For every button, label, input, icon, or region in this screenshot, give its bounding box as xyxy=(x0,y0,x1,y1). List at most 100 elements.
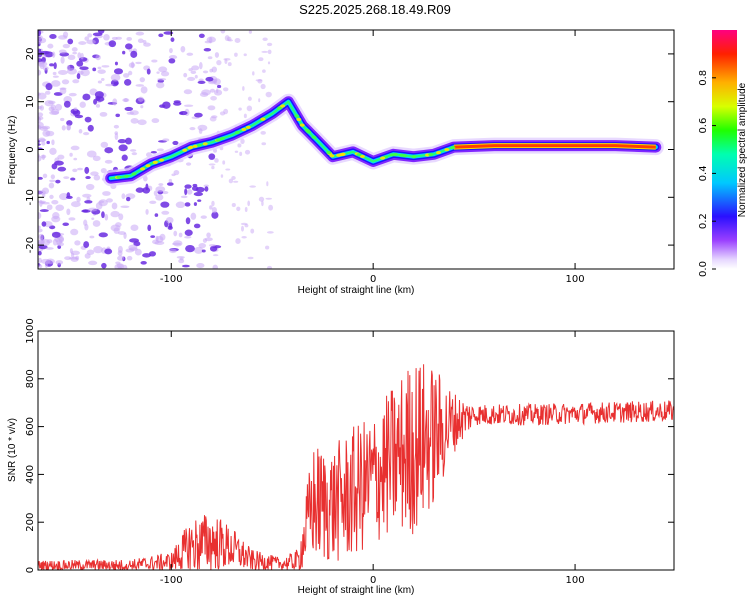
track-band-layer xyxy=(102,93,664,187)
noise-blob xyxy=(97,66,102,70)
noise-blob xyxy=(191,65,200,71)
noise-blob xyxy=(266,181,269,187)
noise-blob xyxy=(216,60,222,66)
noise-blob xyxy=(200,215,207,219)
track-highlight xyxy=(436,150,442,155)
noise-blob xyxy=(51,199,59,205)
noise-blob xyxy=(73,157,78,161)
noise-blob xyxy=(67,54,76,61)
noise-blob xyxy=(202,238,208,243)
noise-blob xyxy=(231,176,236,180)
noise-blob xyxy=(145,208,149,215)
noise-blob xyxy=(162,138,170,142)
noise-blob xyxy=(212,264,218,269)
noise-blob xyxy=(113,227,120,234)
track-highlight xyxy=(219,136,225,141)
noise-blob xyxy=(153,190,158,196)
track-highlight xyxy=(145,164,151,168)
noise-blob xyxy=(49,194,54,200)
track-highlight xyxy=(123,174,129,178)
noise-blob xyxy=(51,51,56,58)
y-tick-label: 800 xyxy=(25,369,36,388)
noise-blob xyxy=(228,178,234,184)
noise-blob xyxy=(49,110,60,115)
noise-blob xyxy=(128,62,136,68)
noise-blob xyxy=(38,69,42,76)
noise-blob xyxy=(117,250,123,257)
noise-blob xyxy=(46,204,53,211)
noise-blob xyxy=(137,38,144,44)
noise-blob xyxy=(104,159,113,164)
y-tick-label: 600 xyxy=(25,417,36,436)
x-tick-label: -100 xyxy=(160,274,183,285)
noise-blob xyxy=(210,95,217,101)
noise-blob xyxy=(117,138,127,144)
colorbar-tick-label: 0.8 xyxy=(698,70,709,86)
noise-blob xyxy=(266,231,274,234)
noise-blob xyxy=(188,68,193,72)
track-highlight xyxy=(280,104,286,108)
noise-blob xyxy=(126,36,132,41)
noise-blob xyxy=(60,117,65,122)
noise-blob xyxy=(94,91,104,99)
track-highlight xyxy=(392,152,398,157)
noise-blob xyxy=(92,67,97,72)
noise-blob xyxy=(246,105,253,112)
noise-blob xyxy=(212,254,219,257)
noise-blob xyxy=(258,98,261,103)
noise-blob xyxy=(39,209,49,213)
noise-blob xyxy=(115,113,121,118)
noise-blob xyxy=(62,31,69,38)
noise-blob xyxy=(110,73,121,82)
colorbar-gradient xyxy=(712,30,737,269)
noise-blob xyxy=(194,112,203,118)
noise-blob xyxy=(199,62,203,70)
noise-blob xyxy=(49,33,57,39)
noise-blob xyxy=(93,98,98,105)
noise-blob xyxy=(184,235,192,239)
noise-blob xyxy=(110,210,120,218)
noise-blob xyxy=(185,244,195,253)
noise-blob xyxy=(49,179,56,183)
noise-blob xyxy=(238,107,242,111)
noise-blob xyxy=(173,230,178,237)
noise-blob xyxy=(158,183,164,186)
noise-blob xyxy=(113,68,124,75)
noise-blob xyxy=(80,52,84,60)
track-highlight xyxy=(245,125,251,129)
noise-blob xyxy=(205,76,214,82)
noise-blob xyxy=(77,167,84,171)
noise-blob xyxy=(95,54,101,61)
track-highlight xyxy=(159,158,165,162)
track-highlight xyxy=(326,150,332,155)
noise-blob xyxy=(203,184,209,188)
noise-blob xyxy=(63,176,70,179)
noise-blob xyxy=(130,117,139,124)
noise-blob xyxy=(45,83,53,91)
noise-blob xyxy=(125,137,132,145)
noise-blob xyxy=(100,167,107,174)
noise-blob xyxy=(128,244,138,251)
noise-blob xyxy=(120,205,130,209)
noise-blob xyxy=(196,263,205,269)
noise-blob xyxy=(260,83,266,90)
noise-blob xyxy=(93,246,103,254)
noise-blob xyxy=(125,43,133,50)
noise-blob xyxy=(49,147,57,155)
track-highlight xyxy=(187,146,193,150)
noise-blob xyxy=(50,174,56,180)
noise-blob xyxy=(105,83,114,87)
noise-blob xyxy=(168,54,178,60)
noise-blob xyxy=(38,58,43,63)
noise-blob xyxy=(227,62,232,67)
noise-blob xyxy=(38,176,43,180)
noise-blob xyxy=(267,265,272,269)
noise-blob xyxy=(168,58,176,64)
y-tick-label: 0 xyxy=(25,146,36,152)
track-highlight xyxy=(294,114,300,118)
noise-blob xyxy=(87,33,93,38)
noise-blob xyxy=(38,155,42,162)
noise-blob xyxy=(220,30,226,34)
